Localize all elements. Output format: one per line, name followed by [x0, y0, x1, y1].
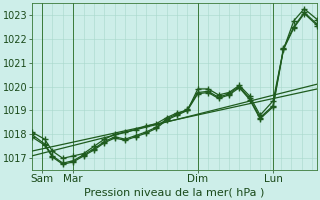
X-axis label: Pression niveau de la mer( hPa ): Pression niveau de la mer( hPa ) — [84, 187, 265, 197]
